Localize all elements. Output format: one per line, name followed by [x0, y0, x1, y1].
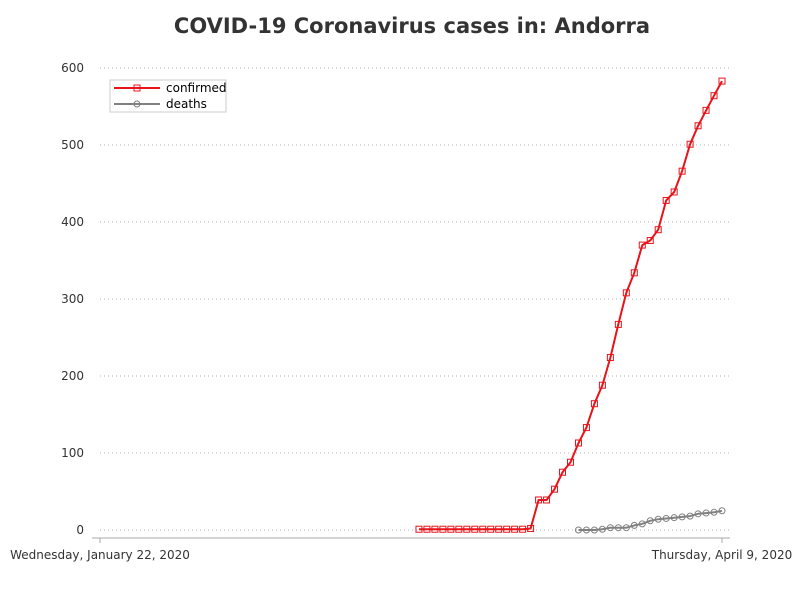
- point-confirmed-2020-03-23: [582, 424, 590, 432]
- point-deaths-2020-03-31: [646, 517, 654, 525]
- legend-marker-deaths: [133, 100, 141, 108]
- point-deaths-2020-04-04: [678, 513, 686, 521]
- point-confirmed-2020-03-03: [423, 525, 431, 533]
- series-layer: [415, 77, 726, 534]
- point-confirmed-2020-03-10: [479, 525, 487, 533]
- x-tick-label-end: Thursday, April 9, 2020: [651, 548, 792, 562]
- point-confirmed-2020-03-08: [463, 525, 471, 533]
- point-confirmed-2020-03-28: [622, 289, 630, 297]
- chart-title: COVID-19 Coronavirus cases in: Andorra: [174, 14, 650, 38]
- point-deaths-2020-04-02: [662, 514, 670, 522]
- x-axis-ticks: Wednesday, January 22, 2020 Thursday, Ap…: [10, 548, 792, 562]
- point-confirmed-2020-03-12: [495, 525, 503, 533]
- point-confirmed-2020-03-20: [559, 468, 567, 476]
- point-confirmed-2020-03-09: [471, 525, 479, 533]
- y-axis-ticks: 0 100 200 300 400 500 600: [61, 61, 84, 537]
- point-confirmed-2020-03-25: [598, 381, 606, 389]
- point-deaths-2020-04-03: [670, 514, 678, 522]
- point-deaths-2020-03-30: [638, 520, 646, 528]
- point-confirmed-2020-03-13: [503, 525, 511, 533]
- legend-label-confirmed: confirmed: [166, 81, 227, 95]
- point-confirmed-2020-04-09: [718, 77, 726, 85]
- series-line-deaths: [578, 509, 723, 531]
- point-confirmed-2020-03-05: [439, 525, 447, 533]
- y-tick-label-500: 500: [61, 138, 84, 152]
- point-confirmed-2020-04-04: [678, 167, 686, 175]
- series-deaths: [574, 507, 726, 534]
- point-confirmed-2020-03-18: [543, 496, 551, 504]
- point-deaths-2020-03-25: [598, 525, 606, 533]
- point-confirmed-2020-03-07: [455, 525, 463, 533]
- point-confirmed-2020-03-21: [566, 458, 574, 466]
- point-deaths-2020-04-07: [702, 509, 710, 517]
- point-deaths-2020-04-06: [694, 510, 702, 518]
- point-deaths-2020-04-05: [686, 512, 694, 520]
- point-deaths-2020-04-08: [710, 508, 718, 516]
- y-tick-label-200: 200: [61, 369, 84, 383]
- point-confirmed-2020-04-03: [670, 188, 678, 196]
- legend-label-deaths: deaths: [166, 97, 207, 111]
- point-confirmed-2020-04-05: [686, 140, 694, 148]
- x-tick-label-start: Wednesday, January 22, 2020: [10, 548, 190, 562]
- point-confirmed-2020-03-26: [606, 354, 614, 362]
- point-deaths-2020-03-29: [630, 521, 638, 529]
- point-confirmed-2020-03-04: [431, 525, 439, 533]
- legend-marker-confirmed: [133, 84, 141, 92]
- point-confirmed-2020-03-31: [646, 236, 654, 244]
- point-confirmed-2020-03-27: [614, 320, 622, 328]
- point-deaths-2020-03-23: [582, 526, 590, 534]
- point-confirmed-2020-03-11: [487, 525, 495, 533]
- point-confirmed-2020-03-16: [527, 524, 535, 532]
- series-line-confirmed: [419, 80, 723, 531]
- gridlines: [100, 67, 730, 531]
- point-confirmed-2020-03-02: [415, 525, 423, 533]
- series-confirmed: [415, 77, 726, 533]
- y-tick-label-100: 100: [61, 446, 84, 460]
- y-tick-label-400: 400: [61, 215, 84, 229]
- point-deaths-2020-03-28: [622, 524, 630, 532]
- legend: confirmed deaths: [109, 79, 227, 113]
- point-deaths-2020-03-26: [606, 524, 614, 532]
- point-confirmed-2020-03-29: [630, 269, 638, 277]
- point-confirmed-2020-04-02: [662, 196, 670, 204]
- point-confirmed-2020-03-24: [590, 400, 598, 408]
- point-deaths-2020-03-24: [590, 526, 598, 534]
- point-deaths-2020-03-27: [614, 524, 622, 532]
- point-deaths-2020-04-09: [718, 507, 726, 515]
- point-confirmed-2020-03-06: [447, 525, 455, 533]
- axes: [92, 537, 730, 543]
- point-confirmed-2020-03-19: [551, 485, 559, 493]
- point-confirmed-2020-03-22: [574, 439, 582, 447]
- legend-box: [109, 79, 227, 113]
- point-confirmed-2020-03-15: [519, 525, 527, 533]
- point-confirmed-2020-04-06: [694, 122, 702, 130]
- point-confirmed-2020-03-30: [638, 241, 646, 249]
- point-confirmed-2020-04-08: [710, 92, 718, 100]
- point-confirmed-2020-03-14: [511, 525, 519, 533]
- point-confirmed-2020-04-01: [654, 226, 662, 234]
- y-tick-label-600: 600: [61, 61, 84, 75]
- y-tick-label-0: 0: [76, 523, 84, 537]
- point-confirmed-2020-04-07: [702, 106, 710, 114]
- point-confirmed-2020-03-17: [535, 496, 543, 504]
- point-deaths-2020-04-01: [654, 515, 662, 523]
- point-deaths-2020-03-22: [574, 526, 582, 534]
- y-tick-label-300: 300: [61, 292, 84, 306]
